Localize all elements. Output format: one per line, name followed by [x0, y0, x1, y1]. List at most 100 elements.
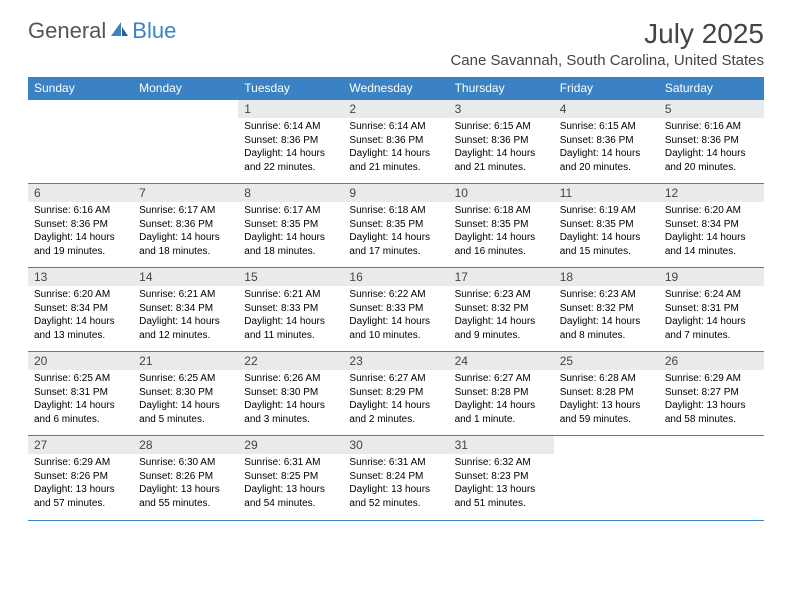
calendar-cell: 21Sunrise: 6:25 AMSunset: 8:30 PMDayligh…: [133, 352, 238, 436]
sunset-text: Sunset: 8:23 PM: [455, 470, 548, 484]
sunset-text: Sunset: 8:34 PM: [34, 302, 127, 316]
sunset-text: Sunset: 8:30 PM: [244, 386, 337, 400]
daylight-text: Daylight: 14 hours and 6 minutes.: [34, 399, 127, 426]
sunset-text: Sunset: 8:26 PM: [34, 470, 127, 484]
sunrise-text: Sunrise: 6:17 AM: [244, 204, 337, 218]
daylight-text: Daylight: 14 hours and 2 minutes.: [349, 399, 442, 426]
day-details: Sunrise: 6:19 AMSunset: 8:35 PMDaylight:…: [554, 202, 659, 262]
calendar-cell: 27Sunrise: 6:29 AMSunset: 8:26 PMDayligh…: [28, 436, 133, 520]
daylight-text: Daylight: 14 hours and 1 minute.: [455, 399, 548, 426]
day-details: Sunrise: 6:28 AMSunset: 8:28 PMDaylight:…: [554, 370, 659, 430]
daylight-text: Daylight: 13 hours and 52 minutes.: [349, 483, 442, 510]
daylight-text: Daylight: 13 hours and 59 minutes.: [560, 399, 653, 426]
day-details: Sunrise: 6:29 AMSunset: 8:27 PMDaylight:…: [659, 370, 764, 430]
sunset-text: Sunset: 8:27 PM: [665, 386, 758, 400]
day-details: Sunrise: 6:14 AMSunset: 8:36 PMDaylight:…: [238, 118, 343, 178]
sunset-text: Sunset: 8:32 PM: [560, 302, 653, 316]
daylight-text: Daylight: 14 hours and 14 minutes.: [665, 231, 758, 258]
day-number: 6: [28, 184, 133, 202]
sunrise-text: Sunrise: 6:25 AM: [139, 372, 232, 386]
sunset-text: Sunset: 8:36 PM: [34, 218, 127, 232]
sunset-text: Sunset: 8:36 PM: [349, 134, 442, 148]
day-number: 31: [449, 436, 554, 454]
sunrise-text: Sunrise: 6:28 AM: [560, 372, 653, 386]
calendar-cell: 10Sunrise: 6:18 AMSunset: 8:35 PMDayligh…: [449, 184, 554, 268]
day-number: 17: [449, 268, 554, 286]
day-details: Sunrise: 6:17 AMSunset: 8:36 PMDaylight:…: [133, 202, 238, 262]
sunrise-text: Sunrise: 6:32 AM: [455, 456, 548, 470]
daylight-text: Daylight: 13 hours and 51 minutes.: [455, 483, 548, 510]
logo-text-2: Blue: [132, 18, 176, 44]
sunset-text: Sunset: 8:36 PM: [455, 134, 548, 148]
day-number: 25: [554, 352, 659, 370]
day-number: 30: [343, 436, 448, 454]
day-details: Sunrise: 6:15 AMSunset: 8:36 PMDaylight:…: [554, 118, 659, 178]
sunrise-text: Sunrise: 6:18 AM: [349, 204, 442, 218]
sunrise-text: Sunrise: 6:14 AM: [244, 120, 337, 134]
sunrise-text: Sunrise: 6:21 AM: [139, 288, 232, 302]
sunrise-text: Sunrise: 6:20 AM: [665, 204, 758, 218]
calendar-cell: [133, 100, 238, 184]
day-number: 18: [554, 268, 659, 286]
sunset-text: Sunset: 8:35 PM: [455, 218, 548, 232]
sunset-text: Sunset: 8:26 PM: [139, 470, 232, 484]
day-number: 20: [28, 352, 133, 370]
sunrise-text: Sunrise: 6:29 AM: [665, 372, 758, 386]
weekday-header: Thursday: [449, 77, 554, 100]
calendar-cell: 7Sunrise: 6:17 AMSunset: 8:36 PMDaylight…: [133, 184, 238, 268]
daylight-text: Daylight: 14 hours and 19 minutes.: [34, 231, 127, 258]
sunset-text: Sunset: 8:31 PM: [665, 302, 758, 316]
day-number: 14: [133, 268, 238, 286]
sunset-text: Sunset: 8:33 PM: [244, 302, 337, 316]
sunrise-text: Sunrise: 6:17 AM: [139, 204, 232, 218]
sunset-text: Sunset: 8:36 PM: [665, 134, 758, 148]
day-number: 15: [238, 268, 343, 286]
location: Cane Savannah, South Carolina, United St…: [450, 52, 764, 69]
sunset-text: Sunset: 8:35 PM: [560, 218, 653, 232]
calendar-cell: 16Sunrise: 6:22 AMSunset: 8:33 PMDayligh…: [343, 268, 448, 352]
sunset-text: Sunset: 8:35 PM: [244, 218, 337, 232]
calendar-cell: 23Sunrise: 6:27 AMSunset: 8:29 PMDayligh…: [343, 352, 448, 436]
day-number: 19: [659, 268, 764, 286]
daylight-text: Daylight: 14 hours and 9 minutes.: [455, 315, 548, 342]
daylight-text: Daylight: 14 hours and 15 minutes.: [560, 231, 653, 258]
daylight-text: Daylight: 14 hours and 21 minutes.: [455, 147, 548, 174]
sunrise-text: Sunrise: 6:27 AM: [455, 372, 548, 386]
day-details: Sunrise: 6:15 AMSunset: 8:36 PMDaylight:…: [449, 118, 554, 178]
day-number: 4: [554, 100, 659, 118]
daylight-text: Daylight: 14 hours and 16 minutes.: [455, 231, 548, 258]
calendar-row: 20Sunrise: 6:25 AMSunset: 8:31 PMDayligh…: [28, 352, 764, 436]
day-number: 16: [343, 268, 448, 286]
day-details: Sunrise: 6:24 AMSunset: 8:31 PMDaylight:…: [659, 286, 764, 346]
day-details: Sunrise: 6:20 AMSunset: 8:34 PMDaylight:…: [659, 202, 764, 262]
sunrise-text: Sunrise: 6:15 AM: [455, 120, 548, 134]
sunrise-text: Sunrise: 6:30 AM: [139, 456, 232, 470]
calendar-row: 1Sunrise: 6:14 AMSunset: 8:36 PMDaylight…: [28, 100, 764, 184]
calendar-cell: 9Sunrise: 6:18 AMSunset: 8:35 PMDaylight…: [343, 184, 448, 268]
day-details: Sunrise: 6:31 AMSunset: 8:24 PMDaylight:…: [343, 454, 448, 514]
day-details: Sunrise: 6:14 AMSunset: 8:36 PMDaylight:…: [343, 118, 448, 178]
calendar-cell: 3Sunrise: 6:15 AMSunset: 8:36 PMDaylight…: [449, 100, 554, 184]
day-number: 5: [659, 100, 764, 118]
calendar-cell: 26Sunrise: 6:29 AMSunset: 8:27 PMDayligh…: [659, 352, 764, 436]
sunrise-text: Sunrise: 6:27 AM: [349, 372, 442, 386]
daylight-text: Daylight: 14 hours and 8 minutes.: [560, 315, 653, 342]
sunrise-text: Sunrise: 6:31 AM: [349, 456, 442, 470]
sunrise-text: Sunrise: 6:18 AM: [455, 204, 548, 218]
day-number: 29: [238, 436, 343, 454]
day-number: 11: [554, 184, 659, 202]
sunset-text: Sunset: 8:36 PM: [244, 134, 337, 148]
day-details: Sunrise: 6:21 AMSunset: 8:33 PMDaylight:…: [238, 286, 343, 346]
day-details: Sunrise: 6:31 AMSunset: 8:25 PMDaylight:…: [238, 454, 343, 514]
sunset-text: Sunset: 8:31 PM: [34, 386, 127, 400]
calendar-row: 13Sunrise: 6:20 AMSunset: 8:34 PMDayligh…: [28, 268, 764, 352]
day-number: 7: [133, 184, 238, 202]
sunrise-text: Sunrise: 6:16 AM: [34, 204, 127, 218]
calendar-cell: 2Sunrise: 6:14 AMSunset: 8:36 PMDaylight…: [343, 100, 448, 184]
sunset-text: Sunset: 8:34 PM: [665, 218, 758, 232]
header: General Blue July 2025 Cane Savannah, So…: [28, 18, 764, 69]
calendar-row: 6Sunrise: 6:16 AMSunset: 8:36 PMDaylight…: [28, 184, 764, 268]
calendar-cell: 28Sunrise: 6:30 AMSunset: 8:26 PMDayligh…: [133, 436, 238, 520]
sunrise-text: Sunrise: 6:24 AM: [665, 288, 758, 302]
weekday-header: Saturday: [659, 77, 764, 100]
